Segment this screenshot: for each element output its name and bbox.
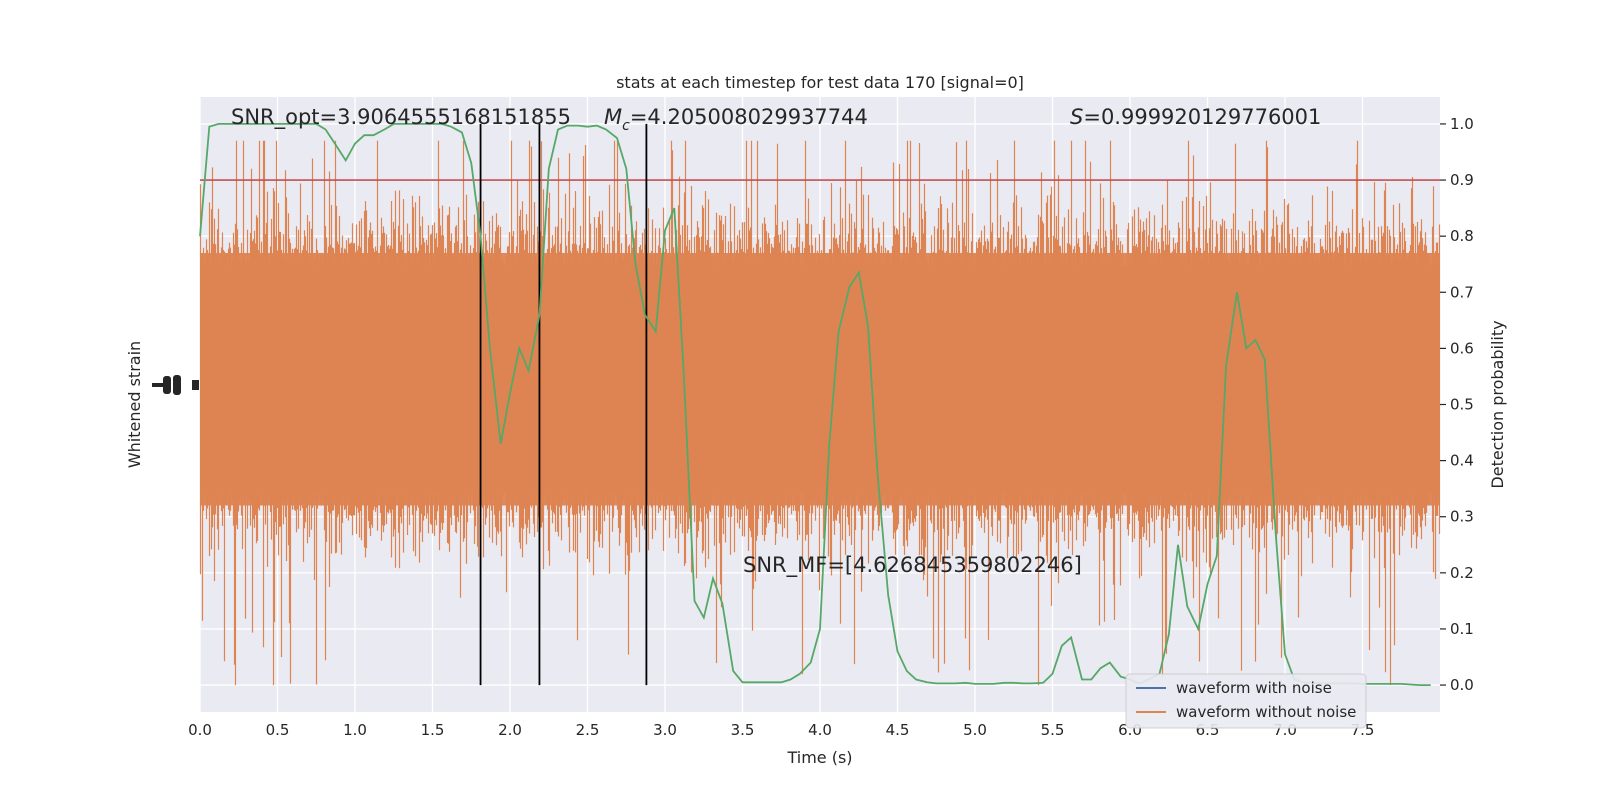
y-tick-label: 0.5 bbox=[1450, 396, 1474, 414]
chirp-mass-value: =4.205008029937744 bbox=[630, 105, 868, 129]
snr-opt-annotation: SNR_opt=3.9064555168151855 bbox=[231, 105, 571, 130]
y-tick-label: 0.8 bbox=[1450, 227, 1474, 245]
artifact-mark bbox=[192, 380, 199, 390]
s-annotation: S=0.999920129776001 bbox=[1070, 105, 1321, 129]
x-tick-label: 1.5 bbox=[421, 721, 445, 739]
waveform-without-noise-series bbox=[199, 140, 1441, 686]
x-tick-label: 0.5 bbox=[266, 721, 290, 739]
x-tick-label: 5.5 bbox=[1041, 721, 1065, 739]
y-tick-label: 1.0 bbox=[1450, 115, 1474, 133]
y-tick-label: 0.7 bbox=[1450, 283, 1474, 301]
waveform-core-band bbox=[200, 252, 1440, 506]
legend-label-with-noise: waveform with noise bbox=[1176, 679, 1332, 697]
artifact-blob bbox=[173, 375, 181, 395]
y-right-axis-label: Detection probability bbox=[1488, 320, 1507, 488]
y-tick-label: 0.1 bbox=[1450, 620, 1474, 638]
chirp-mass-annotation: Mc=4.205008029937744 bbox=[604, 105, 868, 134]
artifact-blob bbox=[163, 376, 171, 394]
artifact-bar bbox=[152, 383, 164, 387]
y-right-axis-ticks: 0.0 0.1 0.2 0.3 0.4 0.5 0.6 0.7 0.8 0.9 1.0 bbox=[1440, 115, 1474, 694]
y-tick-label: 0.2 bbox=[1450, 564, 1474, 582]
snr-mf-annotation: SNR_MF=[4.626845359802246] bbox=[743, 553, 1082, 578]
x-axis-label: Time (s) bbox=[786, 748, 852, 767]
x-tick-label: 2.0 bbox=[498, 721, 522, 739]
chirp-mass-symbol: M bbox=[604, 105, 622, 129]
y-tick-label: 0.0 bbox=[1450, 676, 1474, 694]
y-left-axis-label: Whitened strain bbox=[125, 341, 144, 468]
y-tick-label: 0.6 bbox=[1450, 339, 1474, 357]
x-tick-label: 3.0 bbox=[653, 721, 677, 739]
left-axis-tick-artifact bbox=[152, 375, 199, 395]
chirp-mass-subscript: c bbox=[622, 118, 630, 134]
x-tick-label: 4.5 bbox=[886, 721, 910, 739]
legend: waveform with noise waveform without noi… bbox=[1125, 673, 1367, 729]
x-tick-label: 5.0 bbox=[963, 721, 987, 739]
y-tick-label: 0.4 bbox=[1450, 452, 1474, 470]
s-value: =0.999920129776001 bbox=[1083, 105, 1321, 129]
vertical-markers bbox=[479, 123, 648, 686]
x-tick-label: 4.0 bbox=[808, 721, 832, 739]
y-tick-label: 0.9 bbox=[1450, 171, 1474, 189]
x-tick-label: 3.5 bbox=[731, 721, 755, 739]
x-tick-label: 0.0 bbox=[188, 721, 212, 739]
chart-title: stats at each timestep for test data 170… bbox=[616, 73, 1024, 92]
s-symbol: S bbox=[1070, 105, 1083, 129]
legend-label-without-noise: waveform without noise bbox=[1176, 703, 1356, 721]
x-tick-label: 2.5 bbox=[576, 721, 600, 739]
detection-probability-series bbox=[199, 123, 1431, 686]
y-tick-label: 0.3 bbox=[1450, 508, 1474, 526]
legend-box bbox=[1125, 673, 1367, 729]
x-tick-label: 1.0 bbox=[343, 721, 367, 739]
